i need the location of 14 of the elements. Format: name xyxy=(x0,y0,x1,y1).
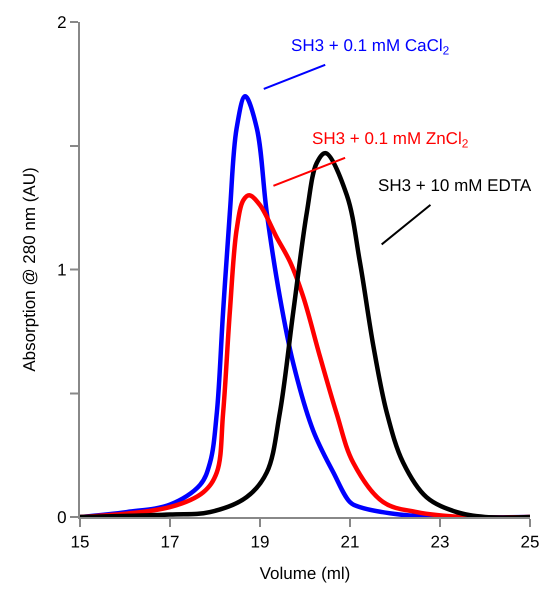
y-axis-title: Absorption @ 280 nm (AU) xyxy=(20,167,39,372)
x-tick-label: 15 xyxy=(70,532,90,552)
series-label: SH3 + 10 mM EDTA xyxy=(378,176,532,195)
x-tick-label: 21 xyxy=(340,532,360,552)
x-tick-label: 17 xyxy=(160,532,180,552)
text: SH3 + 0.1 mM CaCl$_{2}$ xyxy=(291,36,450,58)
y-tick-label: 2 xyxy=(57,12,67,32)
x-tick-label: 23 xyxy=(430,532,450,552)
x-tick-label: 19 xyxy=(250,532,270,552)
x-axis-title: Volume (ml) xyxy=(260,564,350,583)
y-tick-label: 0 xyxy=(57,508,67,527)
y-tick-label: 1 xyxy=(57,260,67,280)
text: SH3 + 0.1 mM ZnCl$_{2}$ xyxy=(312,129,469,151)
x-tick-label: 25 xyxy=(520,532,540,552)
